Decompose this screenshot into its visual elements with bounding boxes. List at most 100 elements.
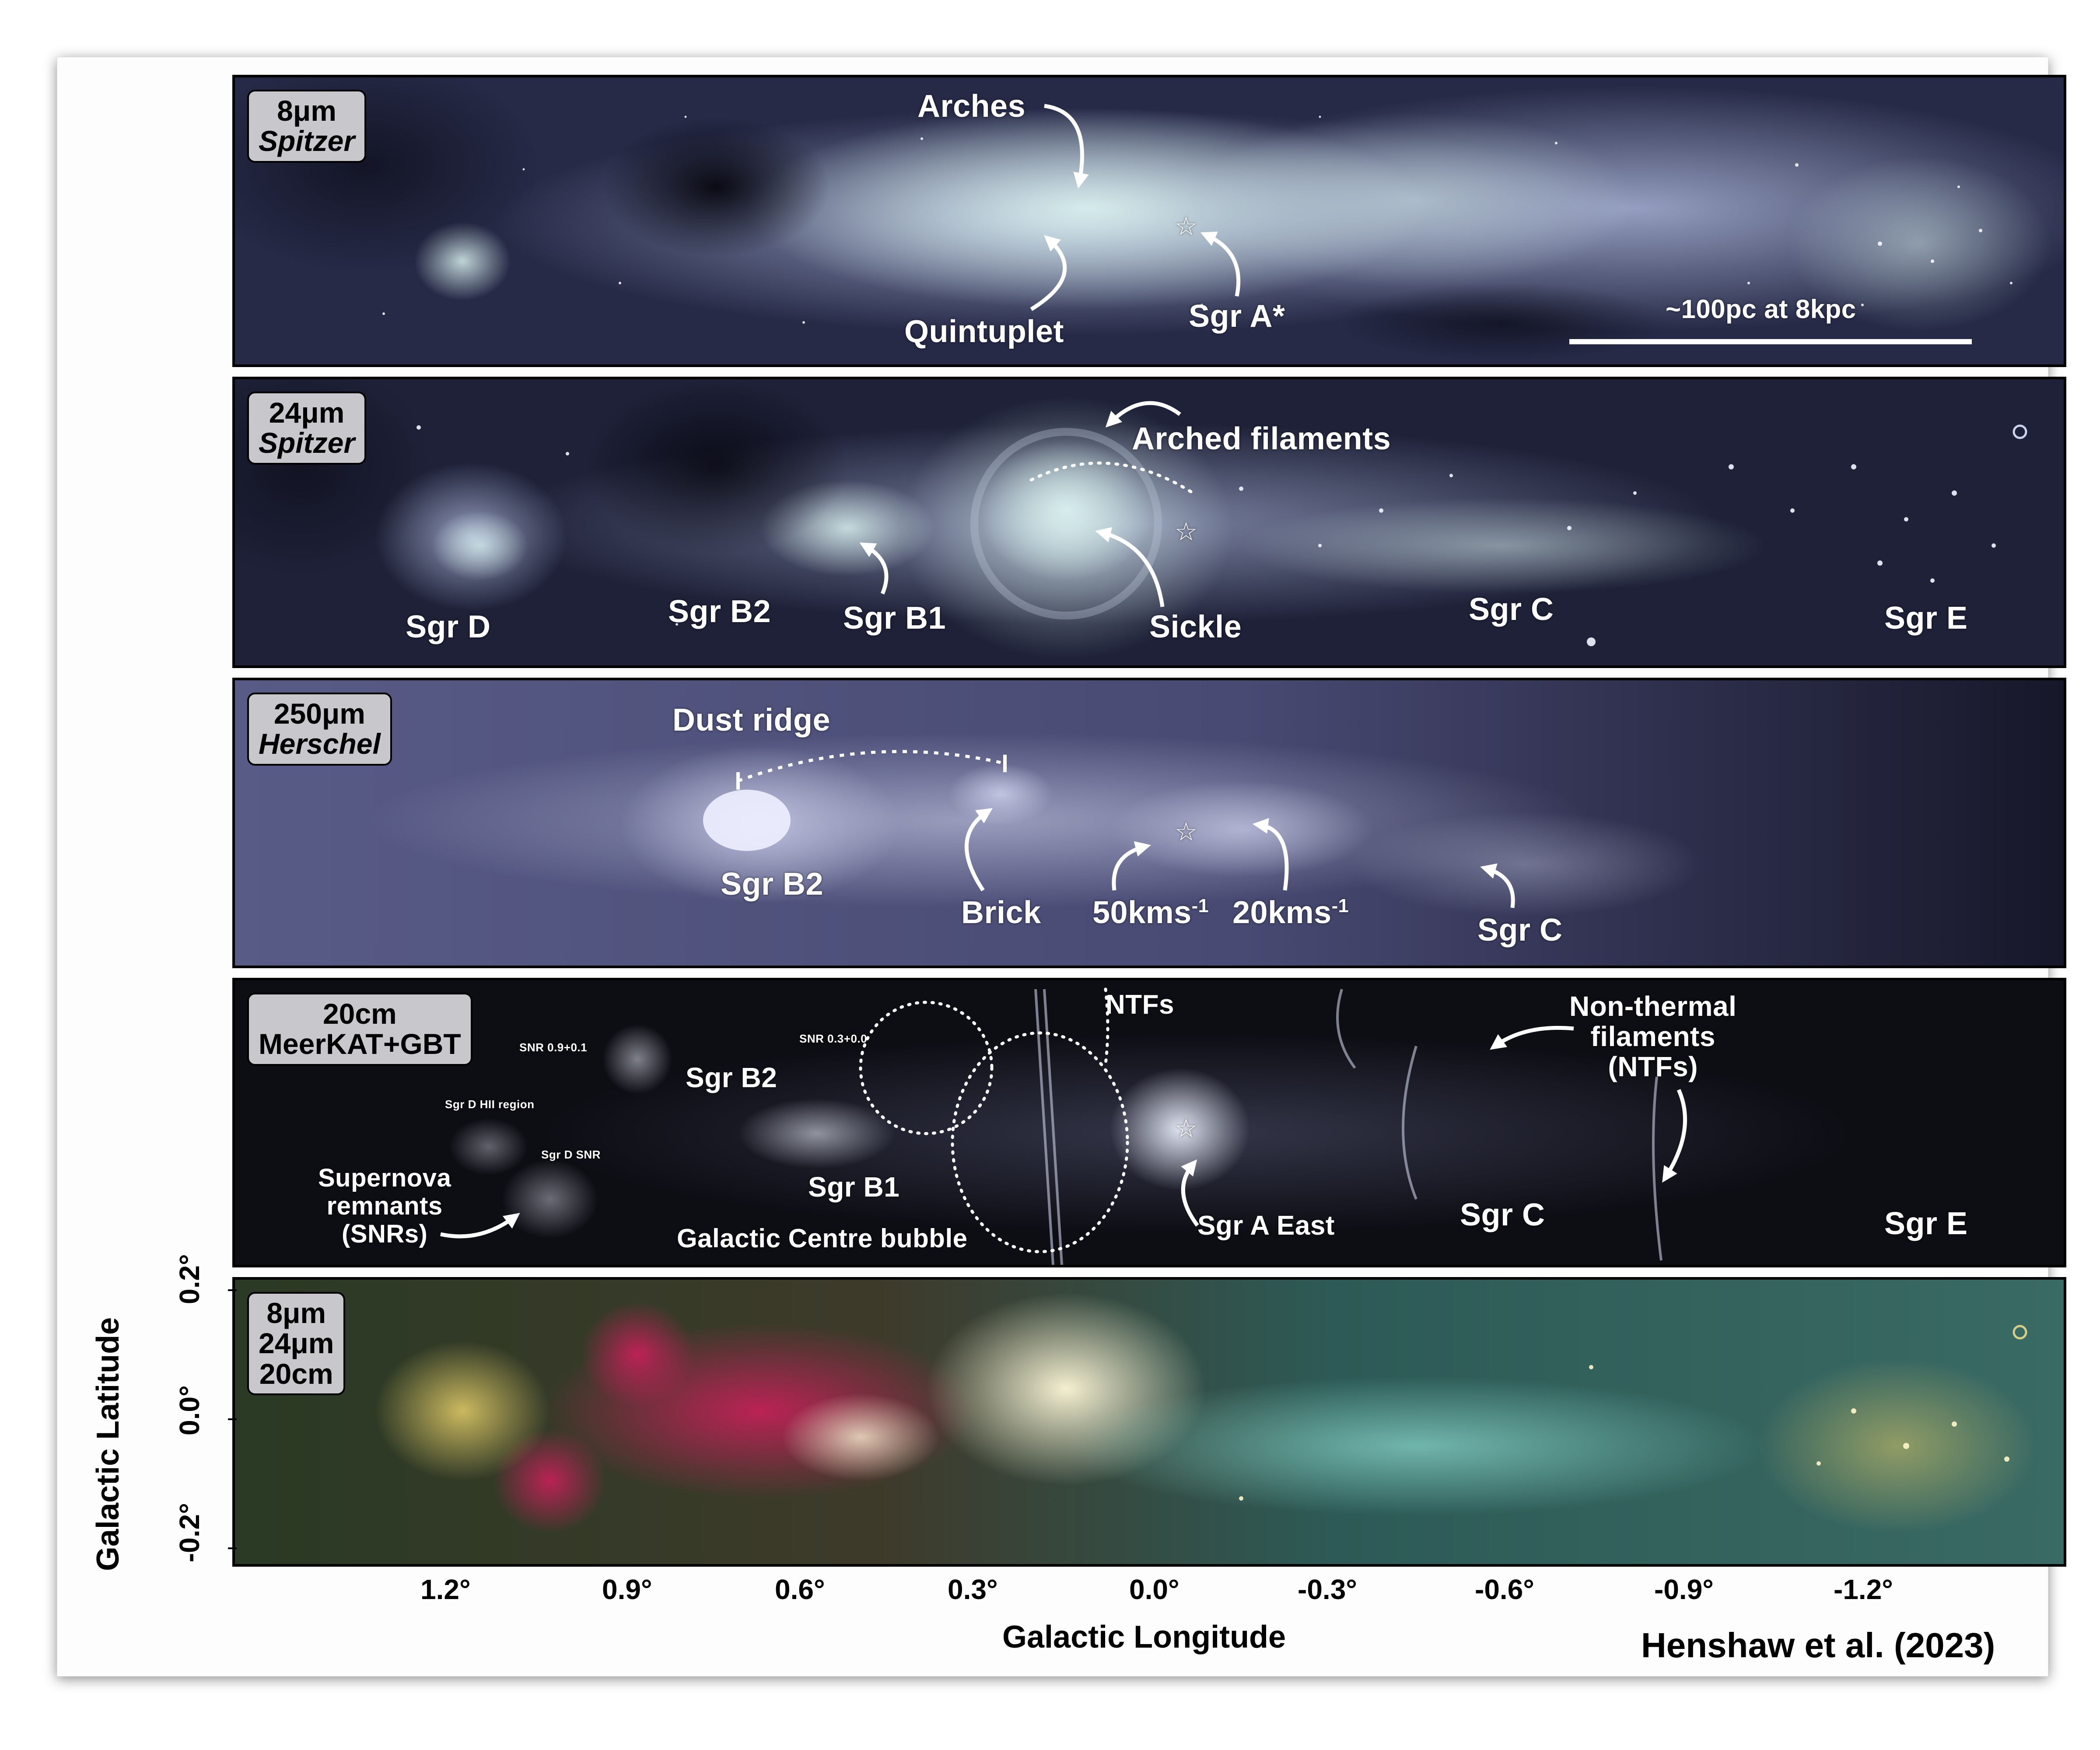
badge-band-2: 24μm — [259, 1327, 334, 1360]
scale-bar — [1569, 339, 1972, 344]
label-sgr-c: Sgr C — [1460, 1197, 1545, 1232]
snr-line-2: remnants — [326, 1191, 443, 1220]
x-tick--0.3: -0.3° — [1298, 1574, 1357, 1605]
arrow-quintuplet — [1030, 235, 1067, 311]
label-dust-ridge: Dust ridge — [672, 703, 831, 738]
x-tick--0.9: -0.9° — [1654, 1574, 1714, 1605]
sgr-a-star-marker: ☆ — [1175, 1114, 1198, 1143]
label-50kms: 50kms-1 — [1092, 895, 1209, 930]
arrow-arches — [1044, 104, 1089, 189]
arrow-non-thermal-filaments — [1490, 1026, 1574, 1050]
badge-instrument: Herschel — [259, 728, 381, 760]
figure-card: 8μm Spitzer Arches Quintuplet Sgr A* ☆ ~… — [57, 57, 2066, 1676]
panel-1-badge: 8μm Spitzer — [247, 90, 367, 163]
badge-instrument: Spitzer — [259, 125, 355, 158]
badge-instrument: Spitzer — [259, 427, 355, 459]
label-sgr-e: Sgr E — [1884, 1206, 1968, 1241]
label-non-thermal-filaments: Non-thermal filaments (NTFs) — [1569, 991, 1736, 1082]
arrow-supernova-remnants — [440, 1213, 520, 1239]
arrow-50kms — [1112, 841, 1151, 891]
badge-instrument: MeerKAT+GBT — [259, 1028, 461, 1060]
label-sgr-e: Sgr E — [1884, 601, 1968, 636]
label-sgr-b1: Sgr B1 — [808, 1171, 900, 1203]
label-sgr-c: Sgr C — [1477, 913, 1563, 948]
y-tick-0.2: 0.2° — [174, 1254, 205, 1304]
panel-3-arrows — [736, 750, 1515, 908]
badge-wavelength: 24μm — [269, 396, 345, 429]
label-snr-0.9: SNR 0.9+0.1 — [519, 1041, 588, 1054]
label-sgr-b2: Sgr B2 — [686, 1062, 777, 1093]
snr-line-3: (SNRs) — [341, 1219, 428, 1248]
panel-5-badge: 8μm 24μm 20cm — [247, 1292, 346, 1395]
x-tick-0.9: 0.9° — [602, 1574, 652, 1605]
panel-2-arrows — [859, 401, 1195, 607]
badge-band-1: 8μm — [266, 1297, 326, 1329]
arrow-20kms — [1252, 818, 1289, 891]
y-tick--0.2: -0.2° — [174, 1503, 205, 1562]
label-20kms: 20kms-1 — [1232, 895, 1349, 930]
label-sgr-a-east: Sgr A East — [1197, 1211, 1335, 1241]
arrow-arched-filaments — [1105, 401, 1181, 428]
label-arches: Arches — [917, 89, 1026, 124]
label-arched-filaments: Arched filaments — [1132, 421, 1391, 456]
arched-filaments-dotted-arc — [1029, 461, 1195, 495]
y-axis — [228, 1289, 237, 1549]
y-tick-0.0: 0.0° — [174, 1385, 205, 1435]
arrow-sickle — [1095, 527, 1165, 607]
x-tick-0.6: 0.6° — [775, 1574, 825, 1605]
panel-1-arrows — [1030, 104, 1241, 311]
label-quintuplet: Quintuplet — [904, 314, 1064, 349]
sgr-a-star-marker: ☆ — [1175, 818, 1198, 846]
credit: Henshaw et al. (2023) — [1641, 1626, 1995, 1665]
x-tick-0.3: 0.3° — [948, 1574, 998, 1605]
label-sgr-d-hii: Sgr D HII region — [445, 1098, 535, 1111]
label-ntfs: NTFs — [1106, 990, 1174, 1020]
ntf-line-2: filaments — [1590, 1021, 1715, 1053]
x-tick--1.2: -1.2° — [1834, 1574, 1893, 1605]
label-supernova-remnants: Supernova remnants (SNRs) — [318, 1164, 451, 1248]
y-axis-title: Galactic Latitude — [91, 1317, 126, 1571]
label-sgr-d-snr: Sgr D SNR — [541, 1148, 601, 1161]
label-20kms-value: 20kms — [1232, 895, 1332, 930]
badge-band-3: 20cm — [259, 1357, 333, 1390]
panel-20cm-image — [235, 980, 2064, 1265]
label-sgr-a-star: Sgr A* — [1189, 299, 1285, 334]
x-tick-0.0: 0.0° — [1129, 1574, 1180, 1605]
panel-composite-image — [235, 1280, 2064, 1564]
scale-bar-label: ~100pc at 8kpc — [1666, 294, 1856, 324]
gc-bubble-dotted-ellipse — [951, 1031, 1129, 1253]
panel-4-badge: 20cm MeerKAT+GBT — [247, 993, 472, 1066]
arrow-sgr-a-east — [1181, 1159, 1199, 1227]
ntf-line-1: Non-thermal — [1569, 990, 1737, 1022]
badge-wavelength: 8μm — [277, 94, 336, 127]
panel-2-badge: 24μm Spitzer — [247, 392, 367, 465]
panel-250um-herschel: 250μm Herschel Dust ridge Sgr B2 Brick 5… — [232, 678, 2066, 968]
x-axis-title: Galactic Longitude — [1002, 1620, 1286, 1655]
panel-composite: 8μm 24μm 20cm — [232, 1277, 2066, 1567]
badge-wavelength: 250μm — [273, 697, 365, 730]
panel-8um-image — [235, 77, 2064, 364]
label-50kms-exp: -1 — [1191, 896, 1209, 917]
arrow-sgr-b1 — [859, 542, 889, 595]
panel-24um-spitzer: 24μm Spitzer Arched filaments Sgr D Sgr … — [232, 377, 2066, 668]
sgr-a-star-marker: ☆ — [1175, 212, 1198, 241]
label-sgr-b2: Sgr B2 — [668, 594, 771, 629]
panel-4-overlays — [440, 987, 1687, 1253]
snr-0.3-dotted-circle — [859, 1001, 994, 1135]
label-sgr-b1: Sgr B1 — [843, 601, 946, 636]
label-50kms-value: 50kms — [1092, 895, 1192, 930]
panel-20cm-meerkat-gbt: 20cm MeerKAT+GBT SNR 0.9+0.1 SNR 0.3+0.0… — [232, 978, 2066, 1267]
label-galactic-centre-bubble: Galactic Centre bubble — [677, 1224, 968, 1253]
panel-3-badge: 250μm Herschel — [247, 693, 392, 766]
label-snr-0.3: SNR 0.3+0.0 — [799, 1032, 868, 1045]
arrow-brick — [965, 808, 993, 892]
x-tick--0.6: -0.6° — [1475, 1574, 1534, 1605]
label-20kms-exp: -1 — [1331, 896, 1349, 917]
snr-line-1: Supernova — [318, 1164, 452, 1192]
ntfs-dotted-line — [1104, 987, 1110, 1065]
label-sgr-c: Sgr C — [1469, 592, 1554, 627]
arrow-sgr-a-star — [1200, 231, 1241, 297]
arrow-sgr-c — [1480, 863, 1515, 908]
label-sgr-d: Sgr D — [406, 609, 491, 644]
label-sgr-b2: Sgr B2 — [721, 867, 824, 902]
